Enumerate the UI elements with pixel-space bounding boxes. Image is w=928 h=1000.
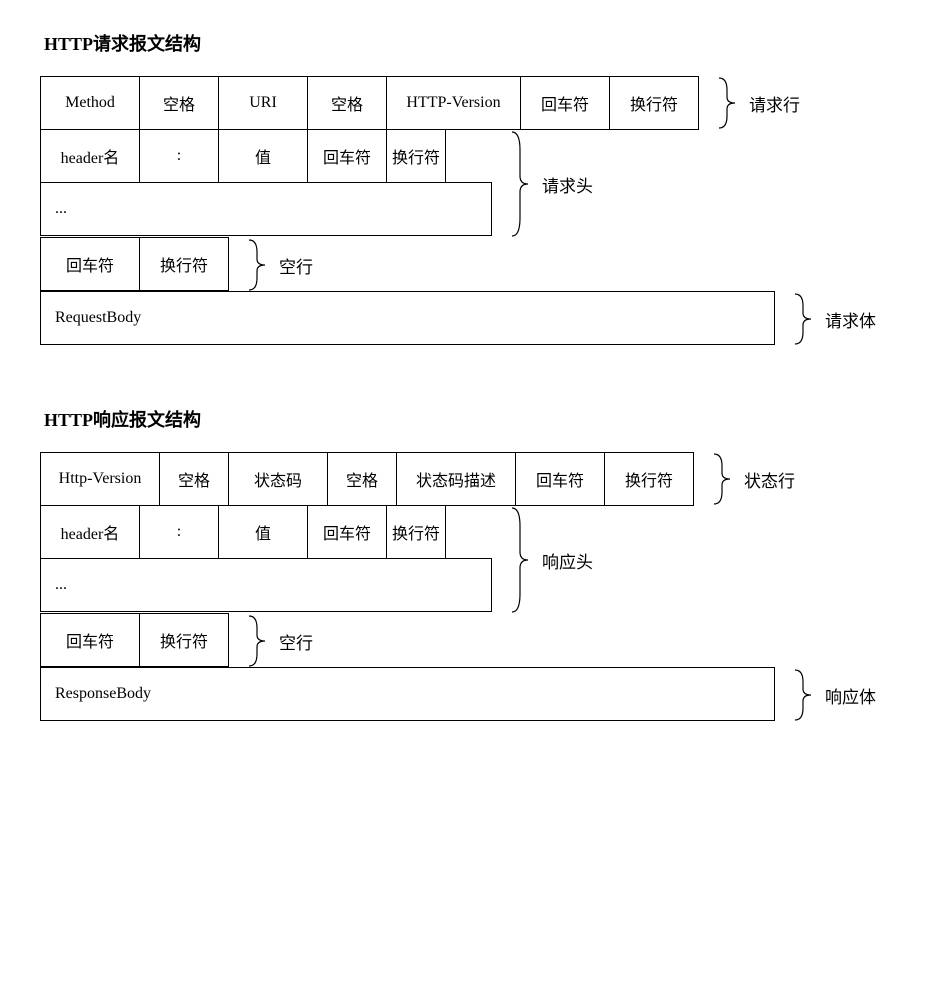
cell-cr: 回车符 [307,505,387,559]
response-body-label: 响应体 [825,683,876,708]
cell-lf: 换行符 [604,452,694,506]
response-headers-row: header名 : 值 回车符 换行符 ... 响应头 [40,506,888,614]
response-line-row: Http-Version 空格 状态码 空格 状态码描述 回车符 换行符 状态行 [40,452,888,506]
response-title: HTTP响应报文结构 [44,406,888,432]
cell-lf: 换行符 [386,505,446,559]
cell-cr: 回车符 [40,613,140,667]
cell-cr: 回车符 [307,129,387,183]
http-request-section: HTTP请求报文结构 Method 空格 URI 空格 HTTP-Version… [40,30,888,346]
cell-http-version: HTTP-Version [386,76,521,130]
cell-lf: 换行符 [139,237,229,291]
response-headers-cells: header名 : 值 回车符 换行符 ... [40,506,492,614]
request-line-label: 请求行 [749,91,800,116]
response-body-row: ResponseBody 响应体 [40,668,888,722]
cell-colon: : [139,129,219,183]
cell-method: Method [40,76,140,130]
request-headers-annot: 请求头 [510,130,593,238]
cell-value: 值 [218,505,308,559]
request-headers-label: 请求头 [542,172,593,197]
response-blank-annot: 空行 [247,614,313,668]
response-headers-annot: 响应头 [510,506,593,614]
request-line-row: Method 空格 URI 空格 HTTP-Version 回车符 换行符 请求… [40,76,888,130]
brace-icon [712,452,734,506]
response-line-cells: Http-Version 空格 状态码 空格 状态码描述 回车符 换行符 [40,452,694,506]
cell-space: 空格 [159,452,229,506]
response-line-annot: 状态行 [712,452,795,506]
response-body-annot: 响应体 [793,668,876,722]
cell-lf: 换行符 [386,129,446,183]
cell-header-name: header名 [40,505,140,559]
request-line-annot: 请求行 [717,76,800,130]
request-blank-cells: 回车符 换行符 [40,238,229,292]
cell-headers-more: ... [40,182,492,236]
cell-cr: 回车符 [40,237,140,291]
cell-request-body: RequestBody [40,291,775,345]
cell-cr: 回车符 [515,452,605,506]
request-title: HTTP请求报文结构 [44,30,888,56]
response-line-label: 状态行 [744,467,795,492]
cell-space: 空格 [327,452,397,506]
request-blank-annot: 空行 [247,238,313,292]
request-headers-cells: header名 : 值 回车符 换行符 ... [40,130,492,238]
cell-space: 空格 [139,76,219,130]
brace-icon [510,506,532,614]
request-line-cells: Method 空格 URI 空格 HTTP-Version 回车符 换行符 [40,76,699,130]
cell-headers-more: ... [40,558,492,612]
request-body-row: RequestBody 请求体 [40,292,888,346]
brace-icon [510,130,532,238]
response-blank-cells: 回车符 换行符 [40,614,229,668]
request-body-label: 请求体 [825,307,876,332]
brace-icon [717,76,739,130]
cell-lf: 换行符 [609,76,699,130]
request-body-annot: 请求体 [793,292,876,346]
request-blank-label: 空行 [279,253,313,278]
cell-lf: 换行符 [139,613,229,667]
cell-http-version: Http-Version [40,452,160,506]
cell-uri: URI [218,76,308,130]
cell-value: 值 [218,129,308,183]
response-body-cells: ResponseBody [40,668,775,722]
request-body-cells: RequestBody [40,292,775,346]
cell-space: 空格 [307,76,387,130]
brace-icon [793,668,815,722]
cell-status-desc: 状态码描述 [396,452,516,506]
brace-icon [247,238,269,292]
brace-icon [793,292,815,346]
cell-header-name: header名 [40,129,140,183]
response-blank-row: 回车符 换行符 空行 [40,614,888,668]
http-response-section: HTTP响应报文结构 Http-Version 空格 状态码 空格 状态码描述 … [40,406,888,722]
brace-icon [247,614,269,668]
cell-cr: 回车符 [520,76,610,130]
cell-status-code: 状态码 [228,452,328,506]
cell-response-body: ResponseBody [40,667,775,721]
response-headers-label: 响应头 [542,548,593,573]
response-blank-label: 空行 [279,629,313,654]
cell-colon: : [139,505,219,559]
request-blank-row: 回车符 换行符 空行 [40,238,888,292]
request-headers-row: header名 : 值 回车符 换行符 ... 请求头 [40,130,888,238]
